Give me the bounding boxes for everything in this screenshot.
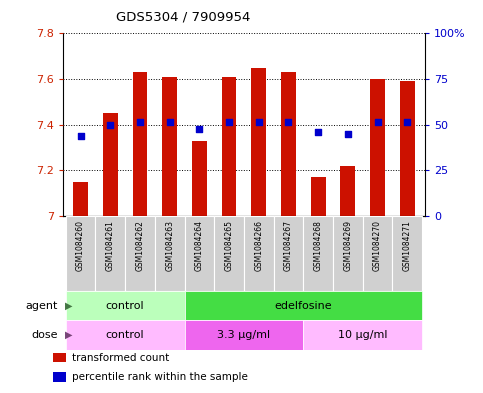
Bar bbox=[370, 79, 385, 216]
Bar bbox=[311, 177, 326, 216]
Text: transformed count: transformed count bbox=[72, 353, 170, 363]
Bar bbox=[222, 77, 237, 216]
Text: GSM1084269: GSM1084269 bbox=[343, 220, 352, 271]
Bar bbox=[132, 72, 147, 216]
Point bbox=[196, 126, 203, 132]
Text: GSM1084271: GSM1084271 bbox=[403, 220, 412, 271]
Bar bbox=[66, 291, 185, 320]
Text: dose: dose bbox=[31, 330, 58, 340]
Bar bbox=[53, 372, 67, 382]
Point bbox=[255, 119, 263, 126]
Bar bbox=[162, 77, 177, 216]
Bar bbox=[73, 182, 88, 216]
Text: ▶: ▶ bbox=[65, 301, 73, 310]
Text: 3.3 μg/ml: 3.3 μg/ml bbox=[217, 330, 270, 340]
Bar bbox=[185, 291, 422, 320]
Text: GDS5304 / 7909954: GDS5304 / 7909954 bbox=[116, 11, 251, 24]
Point bbox=[374, 119, 382, 126]
Bar bbox=[185, 320, 303, 350]
Text: agent: agent bbox=[26, 301, 58, 310]
Bar bbox=[66, 320, 185, 350]
Point bbox=[136, 119, 144, 126]
Bar bbox=[244, 216, 273, 291]
Bar bbox=[251, 68, 266, 216]
Bar bbox=[400, 81, 414, 216]
Text: GSM1084264: GSM1084264 bbox=[195, 220, 204, 271]
Text: GSM1084267: GSM1084267 bbox=[284, 220, 293, 271]
Text: control: control bbox=[106, 330, 144, 340]
Text: GSM1084260: GSM1084260 bbox=[76, 220, 85, 271]
Bar bbox=[192, 141, 207, 216]
Point bbox=[284, 119, 292, 126]
Bar bbox=[214, 216, 244, 291]
Text: GSM1084262: GSM1084262 bbox=[136, 220, 144, 271]
Point bbox=[314, 129, 322, 135]
Bar bbox=[103, 113, 118, 216]
Bar bbox=[155, 216, 185, 291]
Bar bbox=[53, 353, 67, 362]
Bar bbox=[303, 216, 333, 291]
Bar bbox=[273, 216, 303, 291]
Point bbox=[225, 119, 233, 126]
Text: percentile rank within the sample: percentile rank within the sample bbox=[72, 372, 248, 382]
Text: edelfosine: edelfosine bbox=[274, 301, 332, 310]
Text: GSM1084268: GSM1084268 bbox=[313, 220, 323, 271]
Bar bbox=[392, 216, 422, 291]
Text: GSM1084266: GSM1084266 bbox=[254, 220, 263, 271]
Text: GSM1084270: GSM1084270 bbox=[373, 220, 382, 271]
Text: GSM1084265: GSM1084265 bbox=[225, 220, 234, 271]
Text: GSM1084261: GSM1084261 bbox=[106, 220, 115, 271]
Point bbox=[403, 119, 411, 126]
Bar bbox=[333, 216, 363, 291]
Text: control: control bbox=[106, 301, 144, 310]
Bar bbox=[66, 216, 96, 291]
Bar bbox=[303, 320, 422, 350]
Text: GSM1084263: GSM1084263 bbox=[165, 220, 174, 271]
Bar bbox=[363, 216, 392, 291]
Point bbox=[106, 121, 114, 128]
Text: ▶: ▶ bbox=[65, 330, 73, 340]
Bar bbox=[341, 166, 355, 216]
Point bbox=[344, 131, 352, 137]
Bar bbox=[185, 216, 214, 291]
Bar bbox=[125, 216, 155, 291]
Text: 10 μg/ml: 10 μg/ml bbox=[338, 330, 387, 340]
Bar bbox=[96, 216, 125, 291]
Point bbox=[77, 133, 85, 140]
Point bbox=[166, 119, 173, 126]
Bar bbox=[281, 72, 296, 216]
